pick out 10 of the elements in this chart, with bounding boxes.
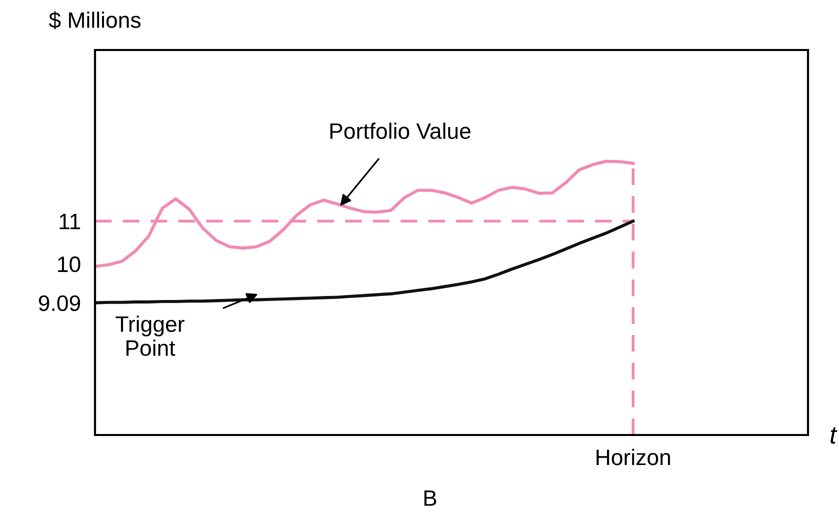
y-tick-label: 10 bbox=[58, 256, 80, 272]
y-tick-label: 9.09 bbox=[38, 295, 80, 312]
y-axis-title: $ Millions bbox=[48, 11, 141, 30]
text: B bbox=[424, 490, 436, 506]
line-series bbox=[95, 220, 635, 304]
annotation: Portfolio Value bbox=[330, 122, 470, 139]
annotation: Trigger Point bbox=[116, 316, 184, 356]
x-tick-label: Horizon bbox=[596, 448, 670, 466]
y-tick-label: 11 bbox=[60, 214, 80, 230]
x-axis-title: t bbox=[830, 427, 838, 444]
